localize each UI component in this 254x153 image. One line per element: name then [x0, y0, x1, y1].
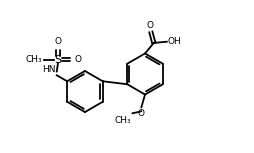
- Text: CH₃: CH₃: [26, 55, 42, 64]
- Text: O: O: [54, 37, 61, 46]
- Text: O: O: [74, 55, 81, 64]
- Text: CH₃: CH₃: [114, 116, 130, 125]
- Text: O: O: [137, 108, 144, 118]
- Text: S: S: [54, 55, 61, 65]
- Text: O: O: [146, 21, 153, 30]
- Text: HN: HN: [42, 65, 55, 74]
- Text: OH: OH: [167, 37, 180, 46]
